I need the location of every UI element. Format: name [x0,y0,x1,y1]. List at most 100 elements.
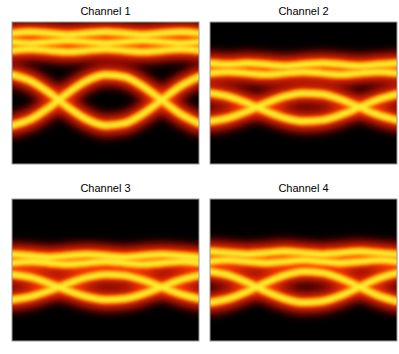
plot-background [210,199,397,341]
halo-inner [12,254,199,299]
halo-mid [12,254,199,299]
trace [12,75,199,126]
trace [210,272,397,303]
trace [12,274,199,299]
panel: Channel 4 [210,182,397,341]
trace [12,274,199,299]
plot-background [12,22,199,164]
trace [12,49,199,52]
trace [210,72,397,75]
trace [12,32,199,35]
trace [210,63,397,66]
trace [210,93,397,121]
halo-mid [210,252,397,303]
trace [210,72,397,75]
trace [210,93,397,121]
halo-mid [210,63,397,121]
trace [12,254,199,257]
trace [12,274,199,299]
trace [210,252,397,255]
trace [210,93,397,121]
trace [210,272,397,303]
trace [210,63,397,66]
trace [12,32,199,35]
plot-area [12,32,199,125]
trace [12,32,199,35]
core [12,32,199,125]
plot-area [210,252,397,303]
trace [210,72,397,75]
plot-frame [12,199,199,341]
plot-background [12,199,199,341]
trace [210,272,397,303]
trace [210,272,397,303]
trace [12,274,199,299]
trace [12,75,199,126]
core [210,252,397,303]
trace [210,260,397,263]
trace [12,261,199,264]
trace [12,40,199,43]
plot-background [210,22,397,164]
core [12,254,199,299]
chart-title: Channel 1 [80,5,130,17]
trace [12,75,199,126]
trace [210,272,397,303]
trace [210,252,397,255]
trace [210,63,397,66]
plot-frame [210,22,397,164]
trace [12,49,199,52]
trace [12,75,199,126]
trace [12,254,199,257]
trace [12,261,199,264]
halo-mid [12,32,199,125]
plot-area [12,254,199,299]
panel: Channel 3 [12,182,199,341]
trace [210,272,397,303]
trace [210,260,397,263]
trace [210,93,397,121]
trace [210,252,397,255]
trace [210,93,397,121]
panel: Channel 2 [210,5,397,164]
trace [12,274,199,299]
trace [12,274,199,299]
trace [210,260,397,263]
halo-outer [210,252,397,303]
trace [210,93,397,121]
trace [12,254,199,257]
trace [12,40,199,43]
plot-area [210,63,397,121]
trace [12,75,199,126]
trace [12,75,199,126]
trace [210,63,397,66]
trace [12,274,199,299]
trace [210,72,397,75]
trace [210,93,397,121]
trace [210,93,397,121]
trace [12,32,199,35]
panel: Channel 1 [12,5,199,164]
trace [12,261,199,264]
trace [210,252,397,255]
trace [12,254,199,257]
trace [12,75,199,126]
trace [210,272,397,303]
core [210,63,397,121]
chart-title: Channel 3 [80,182,130,194]
halo-inner [210,252,397,303]
trace [12,49,199,52]
trace [210,260,397,263]
trace [12,49,199,52]
trace [210,272,397,303]
chart-title: Channel 4 [278,182,328,194]
halo-inner [210,63,397,121]
plot-frame [12,22,199,164]
trace [12,40,199,43]
halo-outer [12,254,199,299]
plot-frame [210,199,397,341]
trace [12,75,199,126]
halo-inner [12,32,199,125]
trace [12,274,199,299]
trace [12,40,199,43]
